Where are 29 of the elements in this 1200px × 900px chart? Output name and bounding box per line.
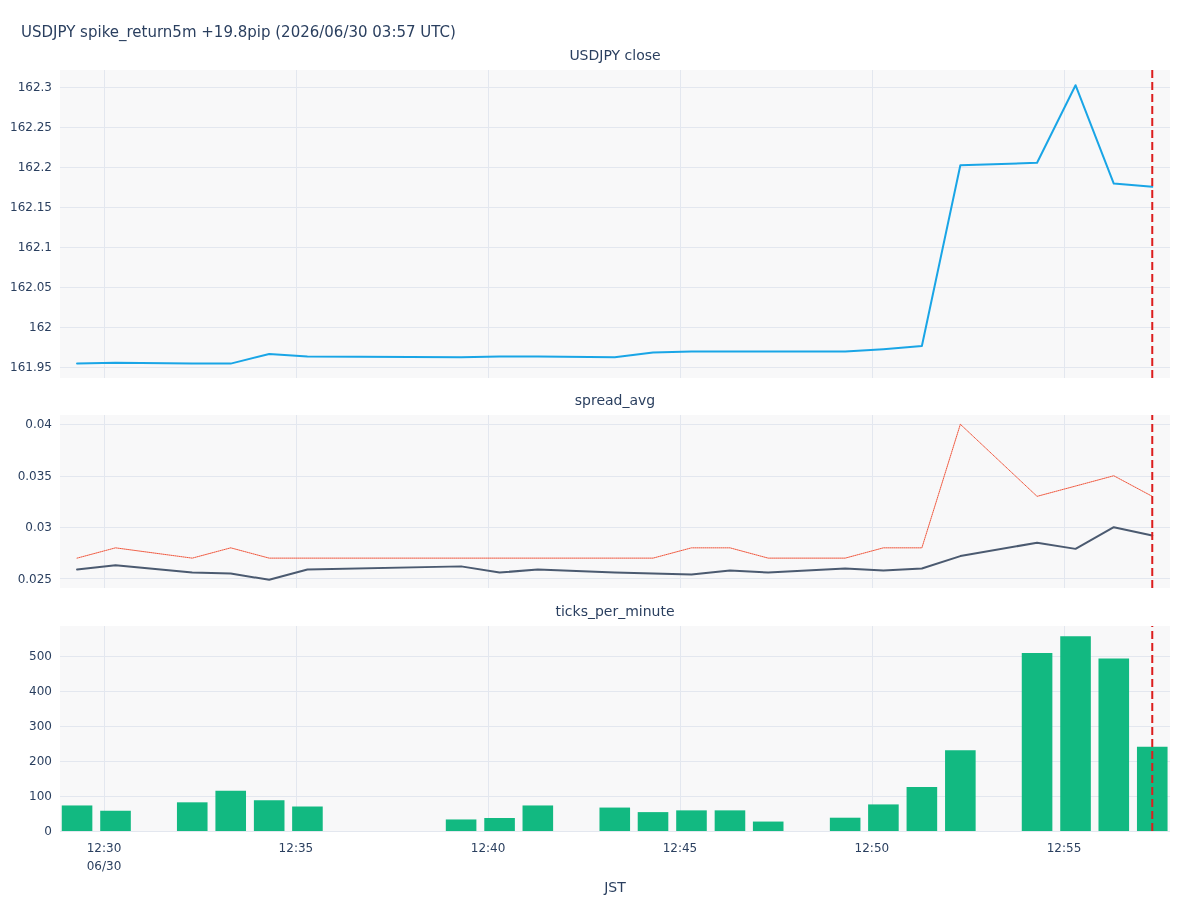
y-tick-label: 162.1 [17,239,52,254]
x-tick-label: 12:40 [470,841,506,855]
chart-subtitle: spread_avg [574,392,656,408]
chart-subtitle: USDJPY close [569,47,661,63]
y-tick-label: 0 [44,824,52,838]
x-tick-label: 12:30 06/30 [86,841,122,873]
y-tick-label: 162.2 [17,159,52,174]
y-tick-label: 400 [29,684,52,699]
y-tick-label: 162.3 [17,79,52,94]
y-tick-label: 162.25 [10,119,52,134]
chart-subtitle: ticks_per_minute [555,603,675,619]
y-tick-label: 0.035 [17,468,52,483]
y-tick-label: 162.15 [10,199,52,214]
chart-title: USDJPY spike_return5m +19.8pip (2026/06/30 03:57 UTC) [21,22,456,42]
y-tick-label: 0.03 [25,520,52,535]
y-tick-label: 0.025 [17,571,52,586]
y-tick-label: 162.05 [10,279,52,294]
y-tick-label: 162 [29,319,52,334]
x-axis-title: JST [603,878,627,895]
y-tick-label: 0.04 [25,417,52,432]
y-tick-label: 300 [29,719,52,734]
x-tick-label: 12:45 [662,841,698,855]
y-tick-label: 200 [29,754,52,769]
y-tick-label: 161.95 [10,359,52,374]
x-tick-label: 12:35 [278,841,314,855]
y-tick-label: 500 [29,649,52,664]
y-tick-label: 100 [29,789,52,804]
x-tick-label: 12:55 [1046,841,1082,855]
x-tick-label: 12:50 [854,841,890,855]
